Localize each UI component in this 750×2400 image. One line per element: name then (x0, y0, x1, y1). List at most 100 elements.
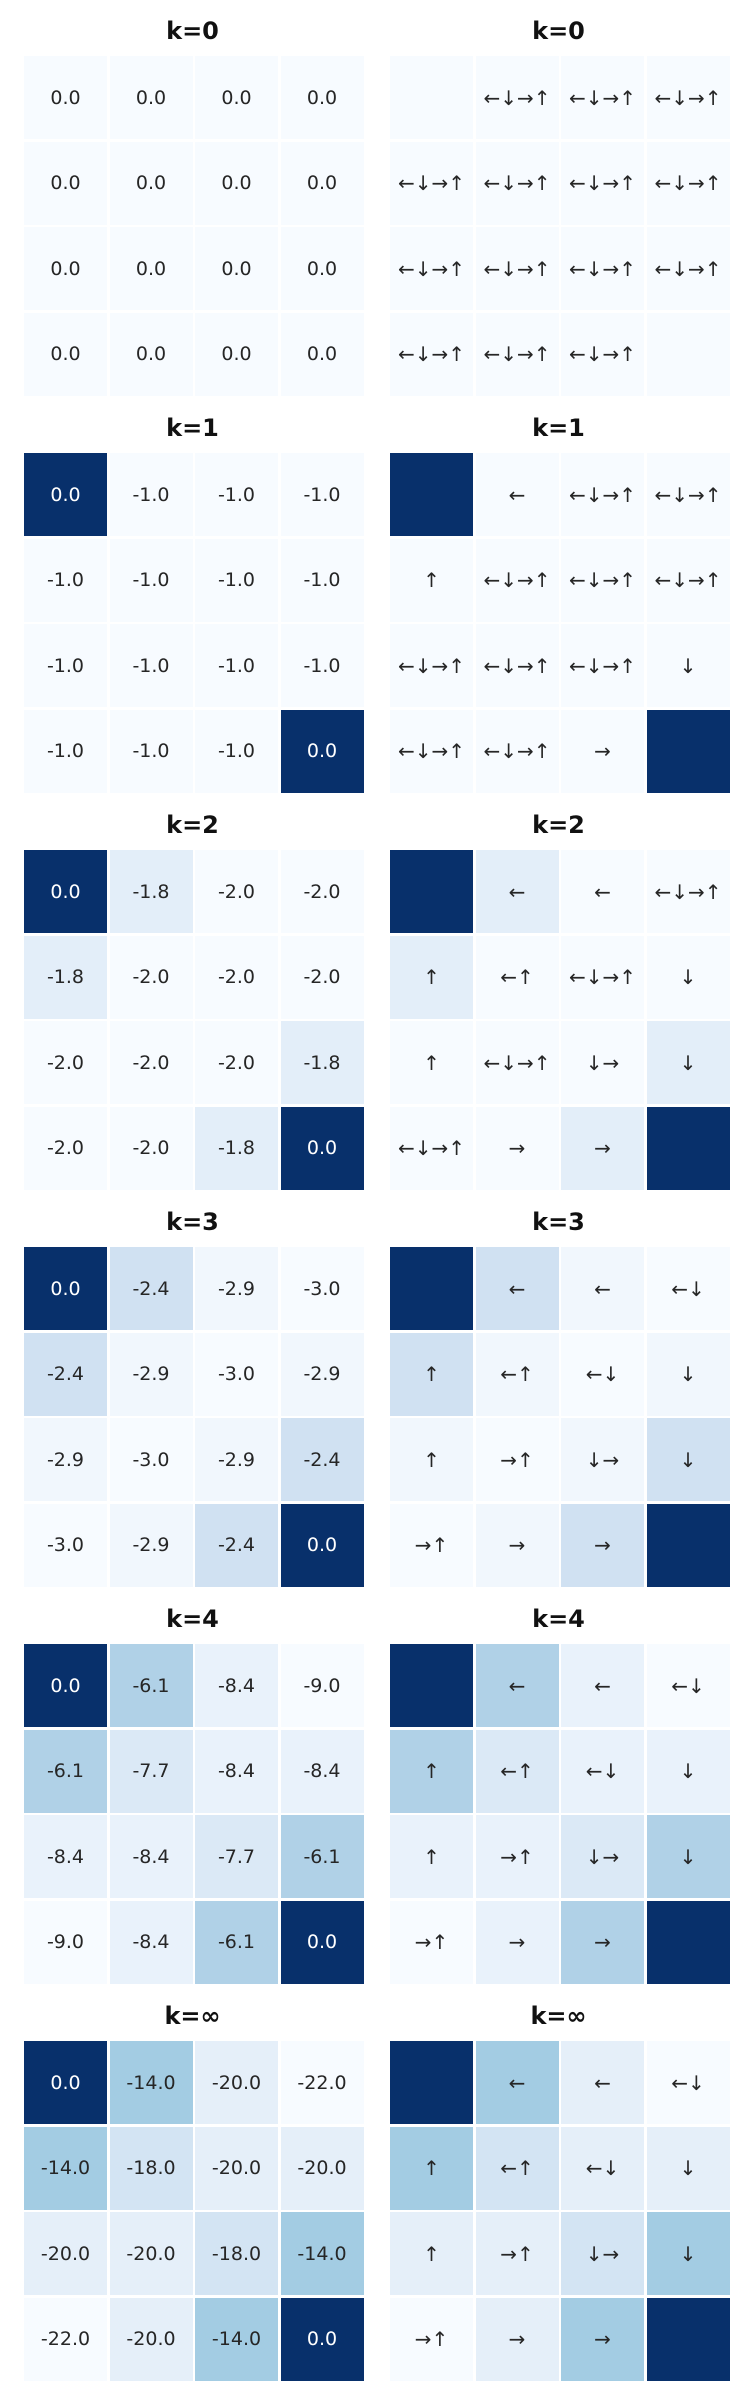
value-heatmap: 0.0 -14.0 -20.0 -22.0 -14.0 -18.0 -20.0 -20.0 -2… (24, 2041, 364, 2381)
policy-cell: ← (561, 1644, 644, 1727)
value-cell: -1.0 (24, 709, 107, 793)
value-cell: 0.0 (24, 227, 107, 310)
value-cell: -2.0 (109, 935, 193, 1019)
policy-cell: ↓ (646, 1021, 730, 1104)
value-panel-title: k=∞ (164, 2002, 221, 2030)
policy-cell: →↑ (390, 1503, 473, 1587)
policy-cell: ←↓→↑ (475, 312, 559, 396)
value-cell: -6.1 (280, 1815, 364, 1898)
value-cell: 0.0 (280, 1503, 364, 1587)
policy-panel-title: k=0 (532, 17, 585, 45)
value-cell: -8.4 (109, 1900, 193, 1984)
policy-cell: ↑ (390, 1021, 473, 1104)
value-heatmap: 0.0 -1.0 -1.0 -1.0 -1.0 -1.0 -1.0 -1.0 -1.0 -1.0-… (24, 453, 364, 793)
value-cell: -20.0 (109, 2297, 193, 2381)
value-cell: 0.0 (280, 141, 364, 225)
policy-cell: ← (475, 1247, 559, 1330)
policy-heatmap: ← ←↓→↑ ←↓→↑ ↑ ←↓→↑ ←↓→↑ ←↓→↑ ←↓→↑ ←↓→↑ ←↓→↑ ↓ ←↓→↑ ←… (390, 453, 730, 793)
value-cell: -2.0 (280, 935, 364, 1019)
value-cell: 0.0 (109, 141, 193, 225)
policy-cell: ←↓→↑ (646, 227, 730, 310)
value-cell: -8.4 (109, 1815, 193, 1898)
value-cell: -6.1 (24, 1729, 107, 1813)
policy-cell: ←↓→↑ (561, 227, 644, 310)
value-cell: -14.0 (280, 2212, 364, 2295)
value-cell: -18.0 (109, 2126, 193, 2210)
value-cell: -3.0 (195, 1332, 278, 1416)
policy-cell (390, 56, 473, 139)
policy-cell: ↑ (390, 2126, 473, 2210)
policy-cell: ←↓→↑ (646, 453, 730, 536)
value-cell: -20.0 (280, 2126, 364, 2210)
policy-cell: ←↓→↑ (390, 624, 473, 707)
value-cell: -14.0 (24, 2126, 107, 2210)
value-cell: -9.0 (24, 1900, 107, 1984)
value-cell: -1.0 (280, 538, 364, 622)
policy-cell: ↓ (646, 2126, 730, 2210)
value-cell: -1.0 (195, 709, 278, 793)
policy-cell: ←↓→↑ (475, 624, 559, 707)
policy-cell: ←↓→↑ (390, 709, 473, 793)
value-cell: -2.9 (109, 1503, 193, 1587)
value-cell: 0.0 (280, 709, 364, 793)
value-cell: -1.0 (109, 709, 193, 793)
value-cell: 0.0 (24, 312, 107, 396)
value-cell: -2.9 (109, 1332, 193, 1416)
value-cell: -2.9 (24, 1418, 107, 1501)
policy-heatmap: ← ← ←↓→↑ ↑ ←↑ ←↓→↑ ↓ ↑ ←↓→↑ ↓→ ↓ ←↓→↑ → → (390, 850, 730, 1190)
policy-cell: ↑ (390, 1729, 473, 1813)
policy-cell: ↓→ (561, 2212, 644, 2295)
value-heatmap: 0.0 -2.4 -2.9 -3.0 -2.4 -2.9 -3.0 -2.9 -2.9 -3.0-… (24, 1247, 364, 1587)
policy-cell: →↑ (475, 2212, 559, 2295)
policy-cell: ↓→ (561, 1021, 644, 1104)
policy-cell: ←↓→↑ (390, 141, 473, 225)
policy-cell: → (561, 1106, 644, 1190)
policy-cell: → (475, 1106, 559, 1190)
policy-cell: ↓ (646, 1815, 730, 1898)
value-cell: -8.4 (24, 1815, 107, 1898)
value-cell: -1.0 (109, 624, 193, 707)
value-cell: -2.4 (109, 1247, 193, 1330)
policy-cell (646, 1106, 730, 1190)
value-cell: -20.0 (109, 2212, 193, 2295)
value-cell: 0.0 (24, 2041, 107, 2124)
value-cell: -6.1 (109, 1644, 193, 1727)
policy-cell: ↓ (646, 1418, 730, 1501)
value-cell: 0.0 (24, 56, 107, 139)
value-cell: -2.4 (280, 1418, 364, 1501)
value-cell: -2.0 (195, 935, 278, 1019)
policy-cell: →↑ (390, 2297, 473, 2381)
policy-cell (390, 2041, 473, 2124)
value-cell: -2.0 (24, 1106, 107, 1190)
policy-panel-title: k=∞ (530, 2002, 587, 2030)
policy-cell: ←↓→↑ (646, 538, 730, 622)
policy-heatmap: ←↓→↑ ←↓→↑ ←↓→↑ ←↓→↑ ←↓→↑ ←↓→↑ ←↓→↑ ←↓→↑ ←↓→↑ ←↓→↑… (390, 56, 730, 396)
value-cell: 0.0 (24, 453, 107, 536)
value-cell: -2.9 (195, 1247, 278, 1330)
policy-cell: ←↓→↑ (561, 538, 644, 622)
policy-cell: ← (475, 1644, 559, 1727)
value-cell: 0.0 (280, 2297, 364, 2381)
value-cell: -20.0 (195, 2041, 278, 2124)
value-cell: -9.0 (280, 1644, 364, 1727)
value-panel-title: k=1 (166, 414, 219, 442)
value-cell: -7.7 (195, 1815, 278, 1898)
value-heatmap: 0.0 0.0 0.0 0.0 0.0 0.0 0.0 0.0 0.0 0.0 0.0 0.0 0.0 0… (24, 56, 364, 396)
policy-cell (390, 850, 473, 933)
value-cell: 0.0 (195, 312, 278, 396)
policy-cell: ←↓→↑ (561, 141, 644, 225)
policy-cell: → (475, 1900, 559, 1984)
value-cell: -8.4 (280, 1729, 364, 1813)
policy-cell: ←↓→↑ (561, 56, 644, 139)
policy-cell (646, 1503, 730, 1587)
policy-cell: ←↓→↑ (561, 624, 644, 707)
value-cell: -1.0 (109, 453, 193, 536)
value-cell: 0.0 (280, 1106, 364, 1190)
value-cell: -2.0 (109, 1021, 193, 1104)
value-cell: -1.0 (24, 624, 107, 707)
policy-cell: ↑ (390, 1418, 473, 1501)
policy-heatmap: ← ← ←↓ ↑ ←↑ ←↓ ↓ ↑ →↑ ↓→ ↓ →↑ → → (390, 2041, 730, 2381)
policy-cell: ←↑ (475, 2126, 559, 2210)
value-cell: -20.0 (195, 2126, 278, 2210)
